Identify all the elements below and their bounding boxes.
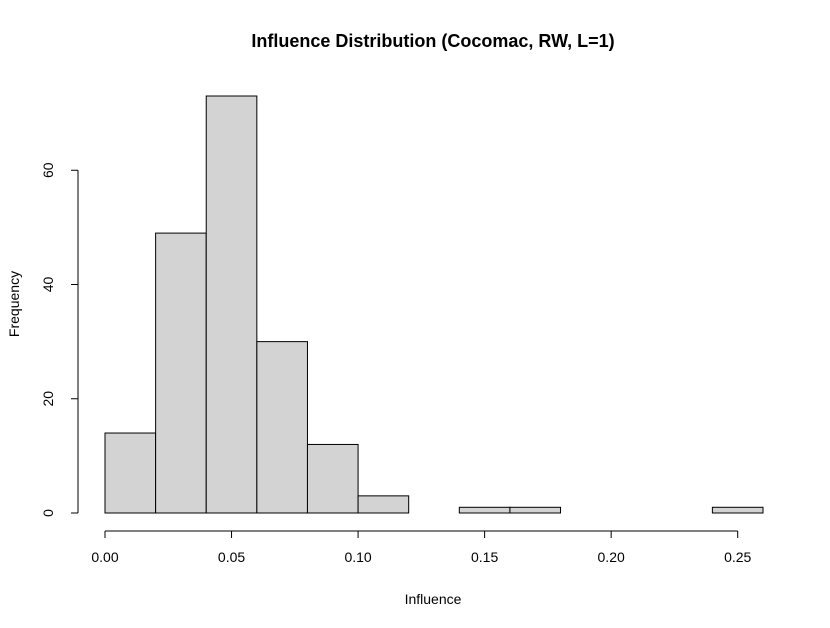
y-axis: 0 20 40 60 <box>40 162 79 517</box>
x-axis: 0.00 0.05 0.10 0.15 0.20 0.25 <box>91 530 752 565</box>
y-tick-label: 40 <box>40 277 56 293</box>
histogram-bar <box>458 506 511 514</box>
histogram-bar <box>711 506 764 514</box>
histogram-bar <box>256 341 308 514</box>
x-tick-label: 0.05 <box>218 549 245 565</box>
x-tick-label: 0.10 <box>344 549 371 565</box>
y-tick-label: 0 <box>40 509 56 517</box>
histogram-bar <box>155 232 207 514</box>
x-tick-label: 0.20 <box>598 549 625 565</box>
x-axis-label: Influence <box>405 591 462 607</box>
histogram-bar <box>357 495 410 514</box>
bars-group <box>104 95 764 514</box>
x-tick-label: 0.15 <box>471 549 498 565</box>
chart-title: Influence Distribution (Cocomac, RW, L=1… <box>251 31 614 51</box>
y-axis-label: Frequency <box>6 271 22 337</box>
histogram-bar <box>104 432 157 514</box>
y-tick-label: 20 <box>40 391 56 407</box>
histogram-bar <box>306 443 359 514</box>
x-tick-label: 0.00 <box>91 549 118 565</box>
x-tick-label: 0.25 <box>724 549 751 565</box>
y-tick-label: 60 <box>40 162 56 178</box>
histogram-bar <box>509 506 562 514</box>
histogram-bar <box>205 95 258 514</box>
